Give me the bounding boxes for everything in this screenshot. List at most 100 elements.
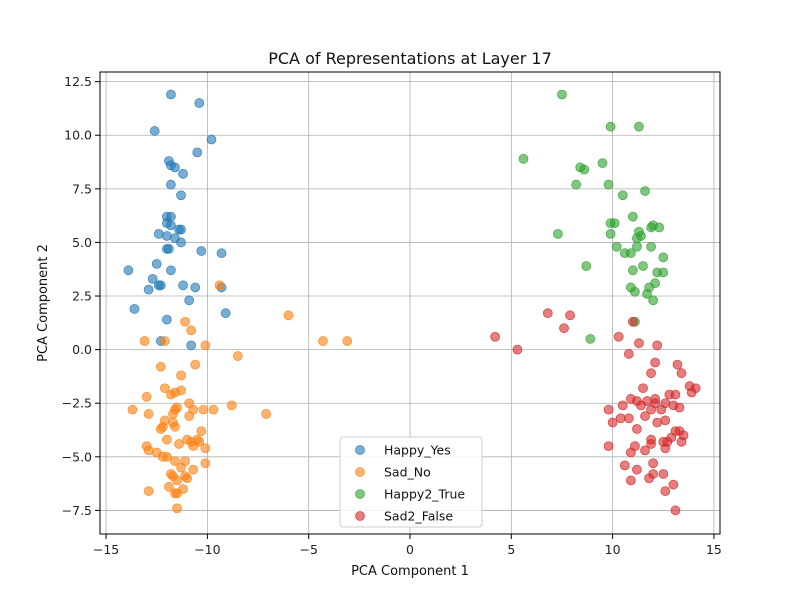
data-point (184, 295, 195, 306)
data-point (617, 400, 628, 411)
data-point (166, 89, 176, 100)
data-point (170, 421, 180, 432)
data-point (625, 475, 636, 486)
legend-marker (355, 467, 365, 477)
data-point (161, 451, 172, 462)
data-point (644, 473, 654, 484)
data-point (638, 383, 648, 394)
data-point (676, 436, 687, 447)
y-tick-label: −2.5 (62, 396, 92, 411)
data-point (149, 126, 160, 136)
data-point (609, 218, 620, 229)
data-point (190, 282, 201, 293)
data-point (553, 228, 563, 239)
data-point (163, 243, 174, 254)
data-point (180, 316, 190, 327)
data-point (153, 228, 164, 239)
data-point (166, 265, 176, 276)
data-point (605, 228, 616, 239)
data-point (638, 261, 648, 271)
data-point (658, 252, 669, 263)
data-point (139, 336, 150, 346)
data-point (512, 344, 523, 355)
data-point (129, 303, 140, 314)
data-point (192, 147, 203, 158)
legend-label: Sad_No (384, 465, 431, 480)
data-point (123, 265, 134, 276)
x-tick-label: 10 (605, 542, 621, 557)
y-tick-label: 12.5 (64, 74, 92, 89)
data-point (571, 179, 582, 190)
data-point (648, 295, 659, 306)
data-point (159, 336, 170, 346)
data-point (161, 434, 172, 445)
data-point (605, 121, 616, 132)
data-point (617, 190, 628, 201)
data-point (670, 505, 681, 516)
x-tick-label: 0 (406, 542, 414, 557)
data-point (646, 404, 657, 415)
data-point (166, 389, 176, 400)
data-point (632, 233, 642, 244)
series-sad2_false (490, 308, 701, 516)
data-point (188, 464, 199, 475)
data-point (676, 368, 687, 379)
data-point (261, 409, 272, 419)
data-point (646, 222, 657, 233)
data-point (155, 424, 166, 434)
legend-marker (355, 489, 365, 499)
data-point (127, 404, 138, 415)
data-point (674, 402, 685, 413)
x-tick-label: −10 (194, 542, 220, 557)
data-point (143, 445, 154, 456)
data-point (141, 391, 152, 402)
data-point (174, 439, 184, 449)
data-point (670, 389, 681, 400)
data-point (188, 441, 199, 452)
y-tick-label: 7.5 (72, 181, 92, 196)
data-point (176, 224, 186, 235)
legend-marker (355, 445, 365, 455)
data-point (640, 411, 650, 421)
y-tick-label: 2.5 (72, 289, 92, 304)
data-point (283, 310, 294, 321)
series-happy2_true (518, 89, 669, 344)
data-point (672, 359, 683, 370)
legend: Happy_Yes Sad_No Happy2_True Sad2_False (339, 436, 483, 528)
legend-label: Happy_Yes (384, 443, 451, 458)
data-point (170, 162, 180, 173)
data-point (640, 186, 650, 196)
data-point (625, 248, 636, 259)
data-point (184, 411, 195, 421)
legend-marker (355, 511, 365, 521)
data-point (163, 481, 174, 492)
data-point (155, 361, 166, 372)
data-point (557, 89, 567, 100)
data-point (611, 241, 622, 252)
data-point (490, 331, 500, 342)
data-point (603, 404, 614, 415)
data-point (151, 258, 162, 269)
data-point (200, 340, 211, 351)
data-point (581, 261, 592, 271)
data-point (585, 334, 596, 344)
data-point (627, 316, 638, 327)
data-point (206, 134, 217, 145)
data-point (660, 415, 671, 426)
series-sad_no (127, 280, 353, 514)
data-point (654, 222, 665, 233)
data-point (161, 231, 172, 241)
data-point (607, 417, 618, 428)
data-point (642, 288, 652, 299)
data-point (658, 469, 669, 479)
x-tick-label: −15 (93, 542, 119, 557)
data-point (182, 473, 193, 484)
data-point (170, 456, 180, 467)
data-point (623, 413, 634, 424)
data-point (166, 179, 176, 190)
data-point (232, 351, 243, 361)
data-point (190, 359, 201, 370)
data-point (625, 447, 636, 458)
x-tick-label: 15 (706, 542, 722, 557)
